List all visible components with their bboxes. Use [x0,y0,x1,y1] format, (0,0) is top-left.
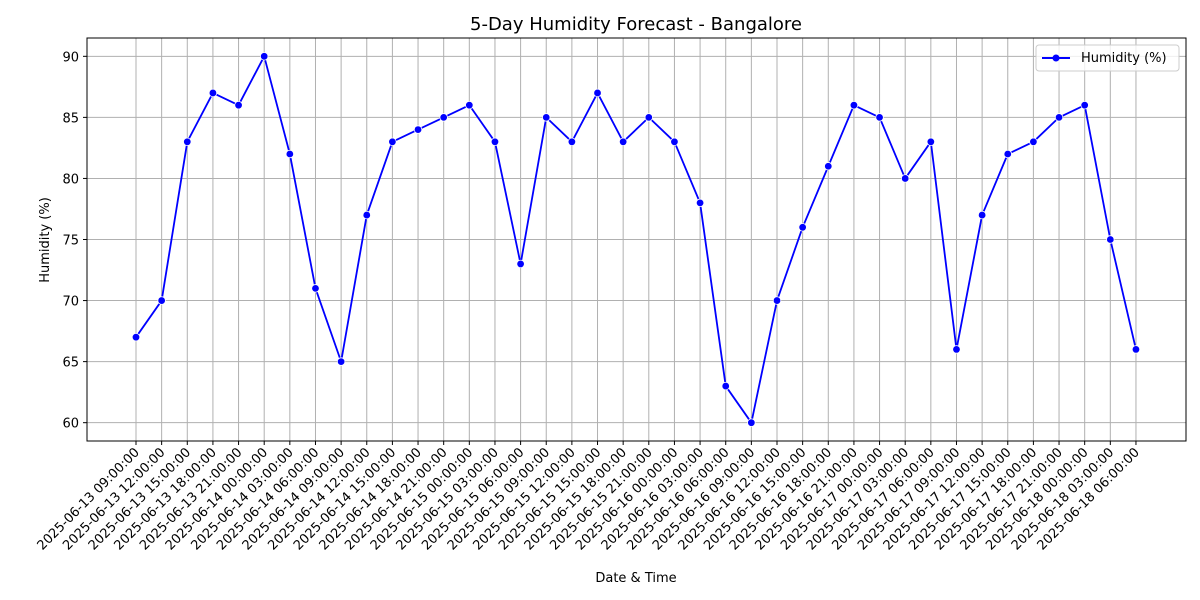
y-tick-label: 65 [62,356,79,371]
humidity-data-point [490,137,500,146]
humidity-data-point [695,198,705,208]
humidity-data-point [388,137,397,146]
chart-title: 5-Day Humidity Forecast - Bangalore [470,14,802,35]
humidity-data-point [542,113,551,122]
humidity-data-point [157,296,166,305]
humidity-series-line [135,55,1137,424]
humidity-data-point [1131,345,1141,354]
humidity-data-point [798,223,807,232]
humidity-data-point [670,137,679,146]
humidity-data-point [977,210,987,220]
humidity-data-point [413,125,423,134]
humidity-data-point [1029,137,1038,146]
humidity-data-point [593,88,602,98]
humidity-data-point [824,162,833,171]
legend-point-marker [1052,54,1060,62]
humidity-data-point [1080,100,1089,110]
y-axis-label: Humidity (%) [38,197,53,283]
y-axis-ticks: 60 65 70 75 80 85 90 [62,50,87,432]
humidity-data-point [336,357,346,366]
legend-label: Humidity (%) [1081,51,1167,66]
humidity-data-point [311,284,320,293]
humidity-data-point [285,149,295,159]
y-tick-label: 80 [62,172,79,187]
y-tick-label: 70 [62,295,79,310]
humidity-data-point [1003,149,1012,159]
humidity-data-point [1106,235,1115,244]
y-tick-label: 90 [62,50,79,65]
x-axis-label: Date & Time [595,571,676,586]
y-tick-label: 60 [62,417,79,432]
humidity-data-point [772,296,782,305]
humidity-data-point [567,137,577,146]
humidity-data-point [516,259,525,269]
legend: Humidity (%) [1035,44,1180,72]
humidity-data-point [721,381,730,391]
humidity-data-point [644,113,653,122]
humidity-data-point [747,418,756,427]
humidity-data-point [465,100,474,110]
humidity-data-point [875,113,884,122]
series-layer [131,52,1141,427]
legend-box [1035,44,1180,72]
humidity-data-point [234,100,243,110]
humidity-data-point [926,137,936,146]
humidity-data-point [901,174,910,183]
humidity-data-point [183,137,192,146]
grid-lines [87,38,1186,441]
humidity-data-point [439,113,448,122]
humidity-data-point [208,88,218,98]
humidity-data-point [618,137,628,146]
humidity-data-point [362,210,371,220]
y-tick-label: 85 [62,111,79,126]
humidity-data-point [1054,113,1064,122]
humidity-data-point [952,345,961,354]
y-tick-label: 75 [62,234,79,249]
humidity-data-point [260,52,269,61]
humidity-data-point [131,333,141,342]
humidity-data-point [849,100,859,110]
